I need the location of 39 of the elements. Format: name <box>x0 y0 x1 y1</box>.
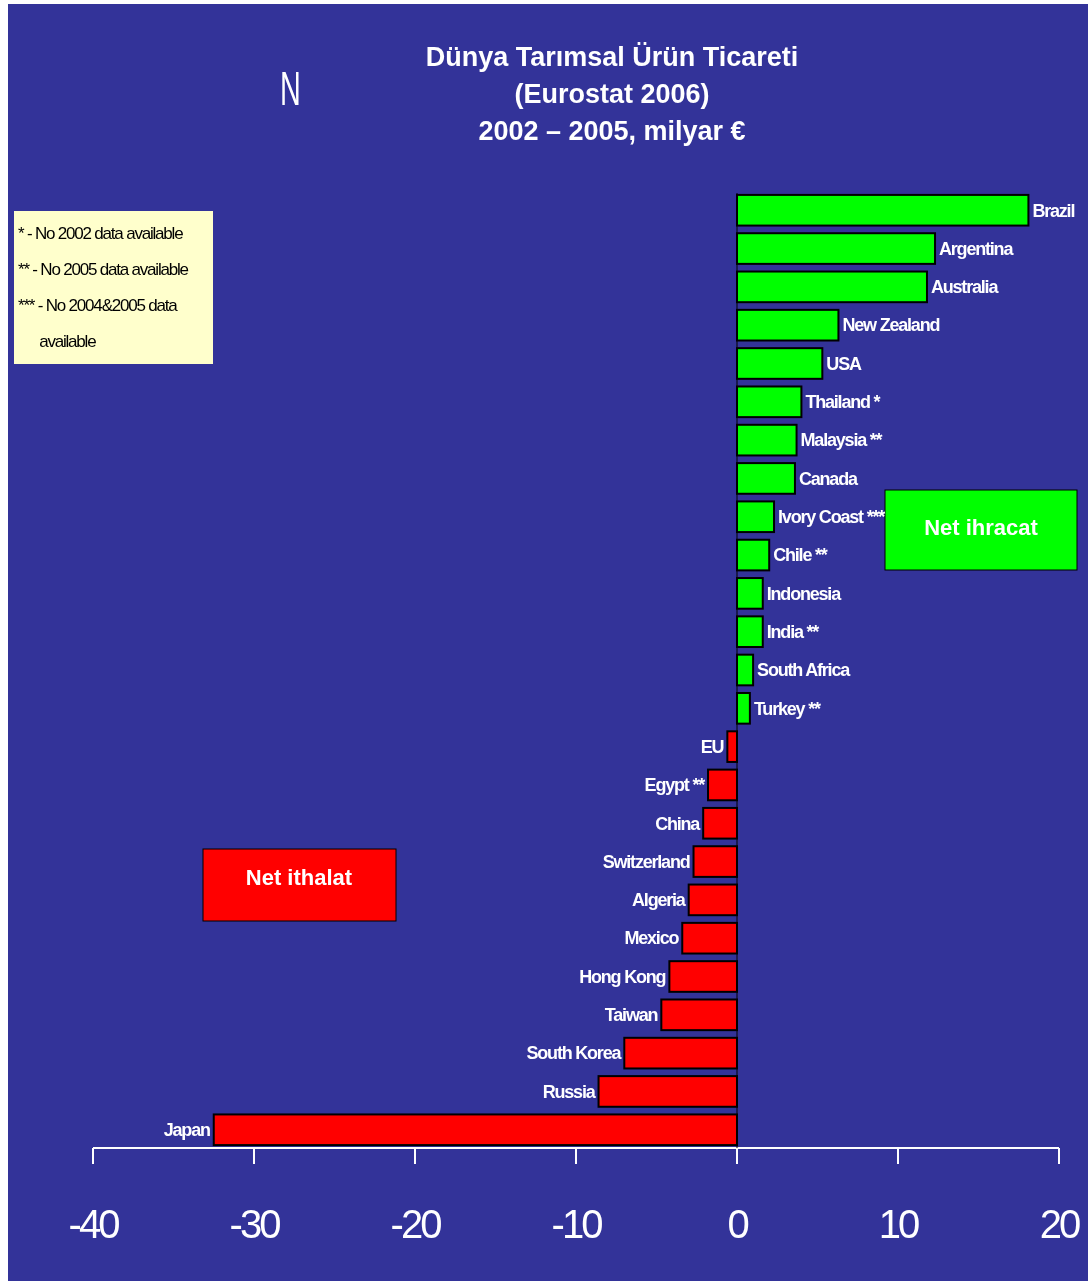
label-box: Net ithalat <box>202 848 397 922</box>
label-box: Net ihracat <box>884 489 1078 571</box>
x-tick-label: 20 <box>1039 1202 1080 1246</box>
y-tick-label: Algeria <box>632 890 687 911</box>
y-tick-label: Hong Kong <box>579 966 666 987</box>
annotation: Net ihracat <box>924 515 1039 540</box>
x-tick-label: 0 <box>727 1202 749 1246</box>
x-tick-label: -20 <box>390 1202 442 1246</box>
annotation: Net ithalat <box>245 865 353 890</box>
y-tick-label: Malaysia ** <box>800 430 883 451</box>
y-tick-label: India ** <box>766 621 820 642</box>
y-tick-label: Turkey ** <box>753 698 821 719</box>
y-tick-label: Brazil <box>1032 200 1075 221</box>
text: N <box>280 61 301 115</box>
y-tick-label: Mexico <box>624 928 680 949</box>
y-tick-label: Ivory Coast *** <box>778 507 886 528</box>
x-tick-label: -30 <box>229 1202 281 1246</box>
y-tick-label: Indonesia <box>766 583 843 604</box>
y-tick-label: New Zealand <box>842 315 940 336</box>
y-tick-label: China <box>655 813 702 834</box>
y-tick-label: Switzerland <box>602 851 690 872</box>
y-tick-label: Japan <box>163 1120 210 1141</box>
x-tick-label: 10 <box>878 1202 919 1246</box>
x-tick-label: -10 <box>551 1202 603 1246</box>
y-tick-label: Chile ** <box>773 545 828 566</box>
y-tick-label: Thailand * <box>805 392 881 413</box>
annotation: * - No 2002 data available ** - No 2005 data available *** - No 2004&2005 data available <box>18 224 189 351</box>
y-tick-label: South Africa <box>757 660 852 681</box>
y-tick-label: Australia <box>930 277 1000 298</box>
y-tick-label: Egypt ** <box>644 775 706 796</box>
y-tick-label: Canada <box>798 468 859 489</box>
x-tick-label: -40 <box>68 1202 120 1246</box>
y-tick-label: Russia <box>542 1081 597 1102</box>
chart-title: Dünya Tarımsal Ürün Ticareti (Eurostat 2006) 2002 – 2005, milyar € <box>425 42 799 146</box>
y-tick-label: Taiwan <box>604 1005 658 1026</box>
y-tick-label: Argentina <box>939 238 1015 259</box>
y-tick-label: South Korea <box>526 1043 623 1064</box>
y-tick-label: USA <box>826 353 862 374</box>
y-tick-label: EU <box>700 736 724 757</box>
